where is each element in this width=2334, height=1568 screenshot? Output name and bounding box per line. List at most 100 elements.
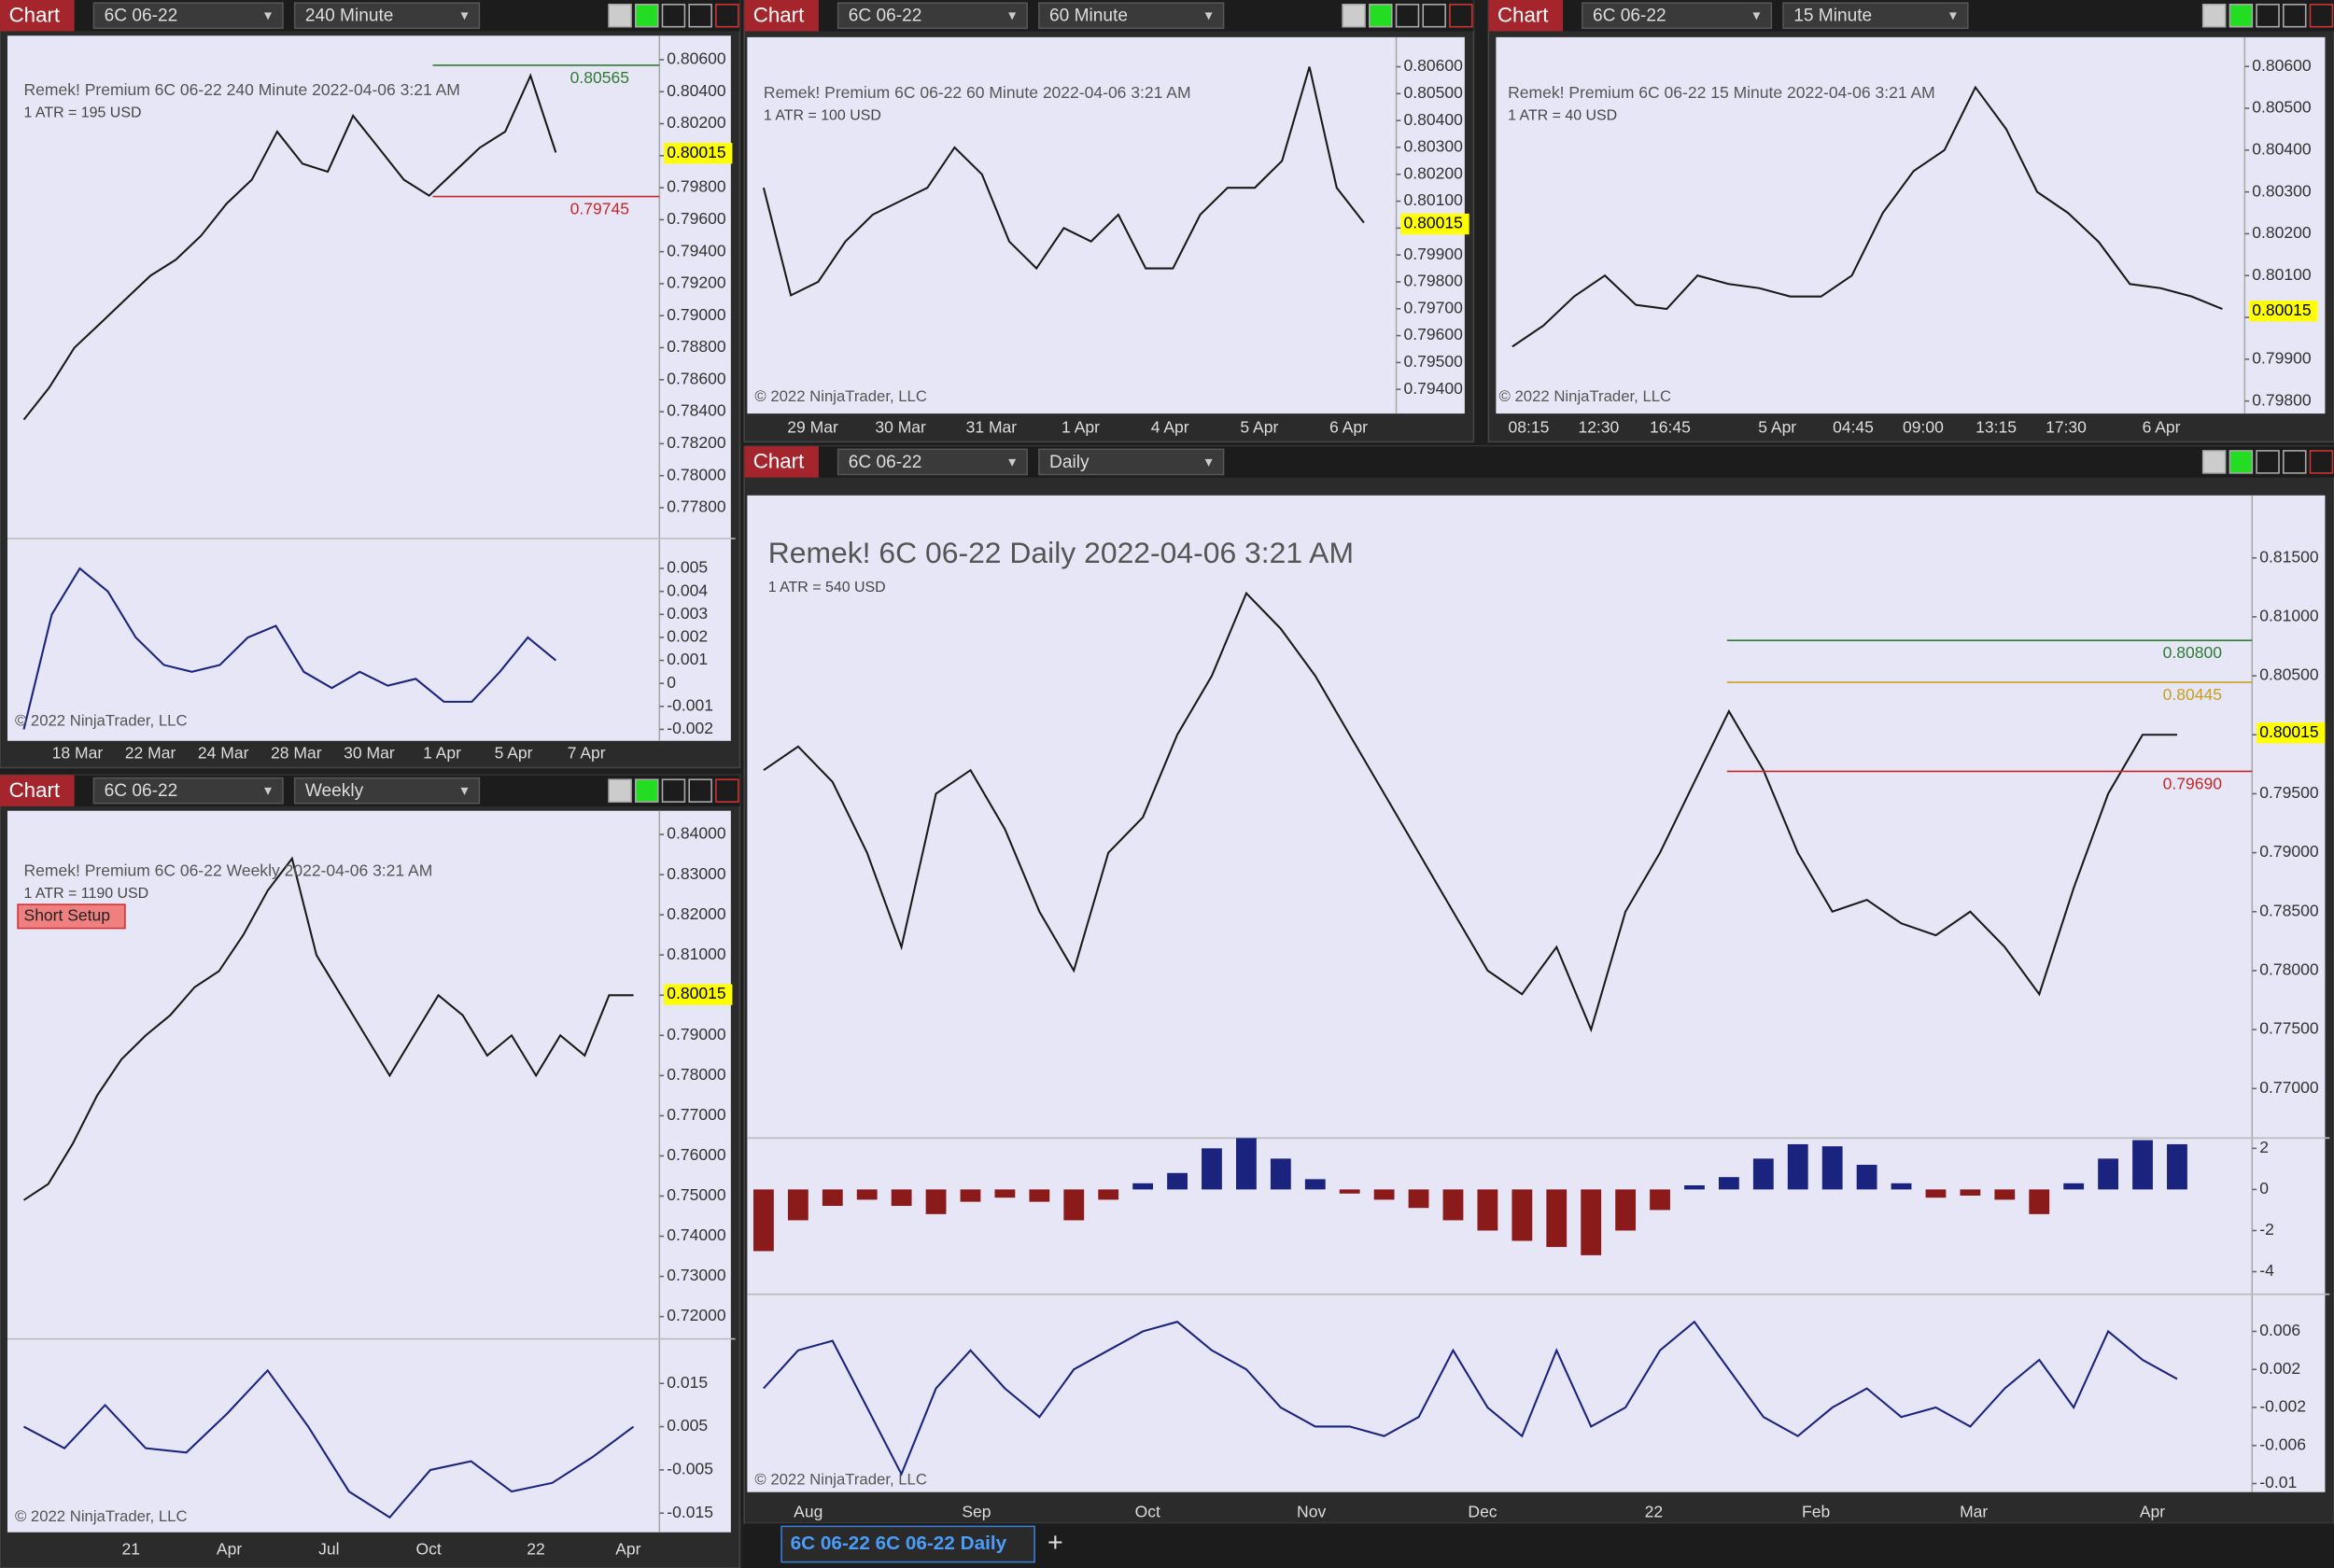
chart-tab: Chart bbox=[1497, 3, 1549, 26]
chart-tab: Chart bbox=[753, 3, 805, 26]
y-tick-label: 0.78000 bbox=[667, 465, 726, 483]
instrument-dropdown[interactable] bbox=[837, 448, 1028, 476]
histogram-bar bbox=[960, 1189, 981, 1202]
window-button[interactable] bbox=[1369, 3, 1393, 28]
y-tick-label: 0.77000 bbox=[667, 1105, 726, 1124]
period-label: 240 Minute bbox=[305, 7, 394, 26]
y-tick-label: 0.79600 bbox=[667, 209, 726, 228]
y-tick-label: 0.004 bbox=[667, 581, 708, 599]
histogram-bar bbox=[1994, 1189, 2016, 1200]
instrument-dropdown[interactable] bbox=[1582, 2, 1773, 30]
y-tick-label: 0.82000 bbox=[667, 904, 726, 923]
short-setup-button[interactable] bbox=[17, 903, 126, 930]
window-button[interactable] bbox=[715, 778, 739, 803]
x-tick-label: 30 Mar bbox=[344, 744, 395, 763]
x-tick-label: Jul bbox=[318, 1539, 339, 1558]
histogram-bar bbox=[1202, 1148, 1222, 1190]
atr-label: 1 ATR = 40 USD bbox=[1508, 108, 1617, 124]
plot-area bbox=[7, 35, 731, 741]
y-tick-label: 0.80100 bbox=[2252, 265, 2312, 284]
period-label: 15 Minute bbox=[1793, 7, 1872, 26]
y-tick-label: 0.80500 bbox=[2259, 665, 2319, 684]
window-button[interactable] bbox=[635, 3, 659, 28]
period-dropdown[interactable] bbox=[1038, 2, 1225, 30]
y-tick-label: 0.80200 bbox=[1404, 163, 1464, 182]
y-tick-label: 0.80600 bbox=[2252, 56, 2312, 75]
window-button[interactable] bbox=[635, 778, 659, 803]
instrument-dropdown[interactable] bbox=[92, 777, 284, 805]
chart-info: Remek! Premium 6C 06-22 240 Minute 2022-… bbox=[24, 80, 460, 99]
window-button[interactable] bbox=[2256, 450, 2280, 474]
window-button[interactable] bbox=[1395, 3, 1420, 28]
window-button[interactable] bbox=[1342, 3, 1366, 28]
y-tick-label: 0.79400 bbox=[667, 241, 726, 259]
price-line bbox=[22, 73, 557, 421]
y-tick-label: -0.006 bbox=[2259, 1435, 2306, 1453]
window-button[interactable] bbox=[2229, 3, 2254, 28]
window-button[interactable] bbox=[608, 3, 632, 28]
window-button[interactable] bbox=[2282, 450, 2307, 474]
x-tick-label: 5 Apr bbox=[1758, 418, 1796, 437]
window-button[interactable] bbox=[1422, 3, 1446, 28]
y-tick-label: 0.80200 bbox=[667, 113, 726, 132]
instrument-dropdown[interactable] bbox=[837, 2, 1028, 30]
histogram-bar bbox=[1581, 1189, 1602, 1255]
window-button[interactable] bbox=[2282, 3, 2307, 28]
x-tick-label: 12:30 bbox=[1578, 418, 1619, 437]
x-tick-label: 5 Apr bbox=[495, 744, 533, 763]
period-dropdown[interactable] bbox=[293, 2, 481, 30]
y-tick-label: -0.015 bbox=[667, 1503, 713, 1521]
histogram-bar bbox=[787, 1189, 808, 1221]
y-tick-label: 0.79800 bbox=[667, 177, 726, 196]
y-tick-label: 0.79400 bbox=[1404, 379, 1464, 398]
histogram-bar bbox=[1167, 1172, 1188, 1190]
period-dropdown[interactable] bbox=[1782, 2, 1969, 30]
chart-info: Remek! 6C 06-22 Daily 2022-04-06 3:21 AM bbox=[768, 536, 1354, 569]
histogram-bar bbox=[925, 1189, 947, 1214]
y-tick-label: 0.83000 bbox=[667, 864, 726, 883]
price-label: 0.80800 bbox=[2163, 643, 2223, 662]
period-dropdown[interactable] bbox=[293, 777, 481, 805]
x-tick-label: Oct bbox=[416, 1539, 442, 1558]
window-button[interactable] bbox=[2201, 450, 2227, 474]
window-button[interactable] bbox=[2309, 450, 2334, 474]
window-button[interactable] bbox=[2201, 3, 2227, 28]
window-button[interactable] bbox=[661, 778, 686, 803]
period-dropdown[interactable] bbox=[1038, 448, 1225, 476]
x-tick-label: Oct bbox=[1135, 1503, 1160, 1521]
window-button[interactable] bbox=[608, 778, 632, 803]
y-tick-label: 0.79000 bbox=[667, 305, 726, 324]
x-tick-label: 08:15 bbox=[1509, 418, 1550, 437]
window-button[interactable] bbox=[715, 3, 739, 28]
window-button[interactable] bbox=[2256, 3, 2280, 28]
window-button[interactable] bbox=[1449, 3, 1473, 28]
y-tick-label: -2 bbox=[2259, 1220, 2274, 1239]
histogram-bar bbox=[994, 1189, 1016, 1198]
window-button[interactable] bbox=[688, 778, 712, 803]
y-tick-label: 0.002 bbox=[2259, 1359, 2300, 1378]
add-tab[interactable]: + bbox=[1047, 1528, 1063, 1558]
histogram-bar bbox=[1752, 1158, 1774, 1190]
x-tick-label: 09:00 bbox=[1903, 418, 1944, 437]
y-tick-label: 0.79600 bbox=[1404, 325, 1464, 343]
atr-label: 1 ATR = 540 USD bbox=[768, 580, 886, 595]
x-tick-label: 30 Mar bbox=[875, 418, 926, 437]
short-setup-label[interactable]: Short Setup bbox=[24, 905, 111, 924]
window-button[interactable] bbox=[2229, 450, 2254, 474]
instrument-dropdown[interactable] bbox=[92, 2, 284, 30]
window-button[interactable] bbox=[661, 3, 686, 28]
y-tick-label: 0.78500 bbox=[2259, 901, 2319, 919]
y-tick-label: 0.81000 bbox=[667, 945, 726, 963]
price-line bbox=[763, 1320, 2178, 1477]
histogram-bar bbox=[1132, 1183, 1154, 1190]
histogram-bar bbox=[1546, 1189, 1568, 1248]
y-tick-label: 0.78000 bbox=[667, 1065, 726, 1084]
histogram-bar bbox=[1236, 1138, 1257, 1190]
window-button[interactable] bbox=[2309, 3, 2334, 28]
workspace-tab[interactable] bbox=[780, 1525, 1035, 1563]
histogram-bar bbox=[1684, 1185, 1705, 1190]
y-tick-label: 0.76000 bbox=[667, 1145, 726, 1164]
window-button[interactable] bbox=[688, 3, 712, 28]
y-tick-label: 0.79200 bbox=[667, 273, 726, 292]
workspace-tab-label[interactable]: 6C 06-22 6C 06-22 Daily bbox=[791, 1533, 1007, 1554]
